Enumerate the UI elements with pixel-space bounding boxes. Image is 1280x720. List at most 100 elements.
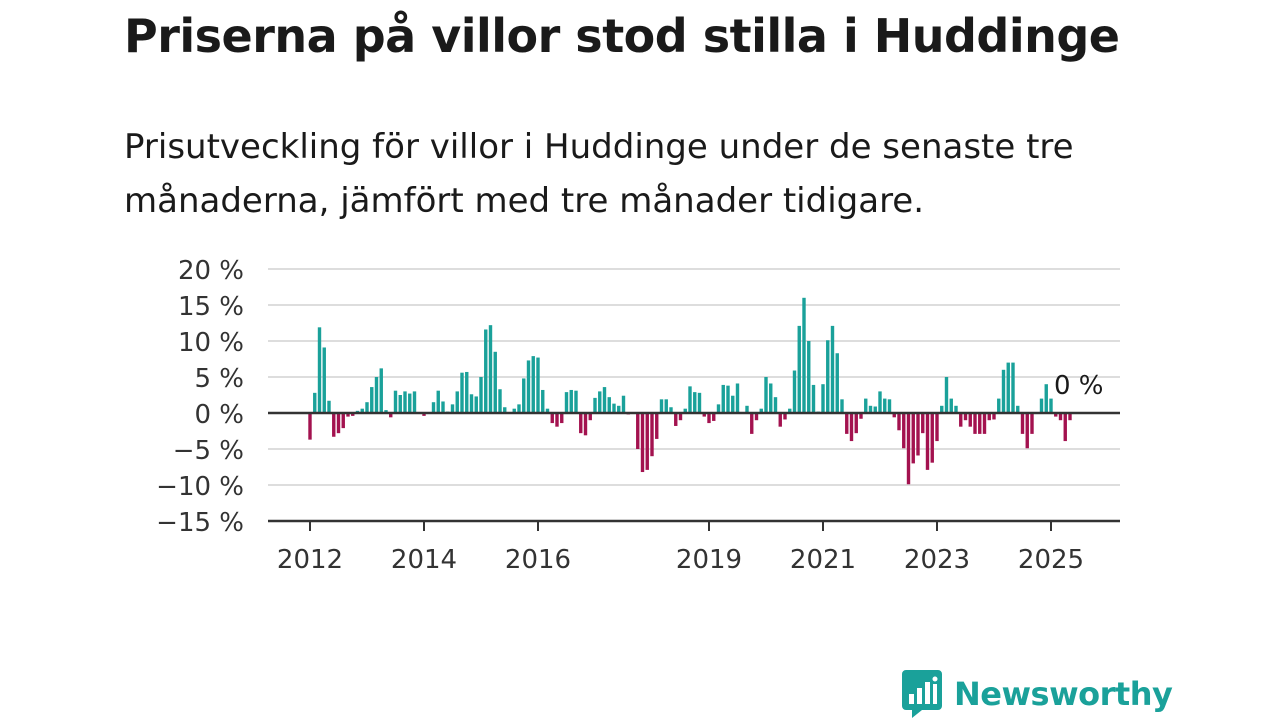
bar (973, 413, 977, 434)
bar (621, 395, 626, 413)
bar (868, 405, 873, 413)
x-tick-label: 2023 (904, 545, 970, 575)
bar (902, 413, 906, 449)
bar (1030, 413, 1034, 434)
bar (574, 390, 578, 413)
bar (655, 413, 659, 439)
bar (398, 395, 402, 413)
bar (536, 357, 540, 413)
bar (731, 395, 735, 413)
bar (674, 413, 678, 426)
bar (949, 398, 953, 413)
y-tick-label: −5 % (173, 436, 244, 466)
bar (916, 413, 920, 456)
bar (526, 360, 531, 413)
bar (1001, 369, 1006, 413)
bar (873, 406, 877, 413)
bar (569, 389, 573, 413)
bar (826, 340, 830, 413)
bar (892, 413, 896, 418)
bar (754, 413, 759, 421)
bar (403, 391, 407, 413)
bar (564, 392, 569, 413)
bar (474, 396, 478, 413)
bar (498, 389, 502, 413)
bar (493, 351, 497, 413)
bar (992, 413, 996, 420)
bar (336, 413, 341, 434)
bar (864, 398, 868, 413)
bar (541, 389, 545, 413)
bar (759, 408, 763, 413)
bar (778, 413, 782, 427)
bar (678, 413, 683, 421)
bar (783, 413, 787, 420)
bar (1044, 384, 1048, 413)
bar (436, 390, 440, 413)
bar (997, 398, 1001, 413)
bar (940, 405, 944, 413)
bar (721, 384, 725, 413)
bars (308, 297, 1072, 485)
bar (859, 413, 863, 419)
bar (897, 413, 901, 431)
bar (1049, 398, 1053, 413)
bar (512, 408, 516, 413)
data-labels: 0 % (1054, 371, 1104, 401)
bar (769, 383, 773, 413)
bar (522, 378, 526, 413)
y-tick-label: 15 % (178, 292, 244, 322)
bar (517, 404, 521, 413)
bar (978, 413, 982, 434)
y-tick-label: 5 % (194, 364, 244, 394)
bar (887, 399, 892, 413)
bar (726, 385, 730, 413)
bar (745, 405, 749, 413)
bar (954, 405, 958, 413)
bar (412, 391, 417, 413)
bar (488, 325, 493, 413)
bar (484, 329, 488, 413)
bar (341, 413, 345, 429)
bar (1058, 413, 1063, 421)
bar (963, 413, 968, 421)
bar (374, 377, 379, 413)
bar (545, 408, 550, 413)
bar (764, 377, 768, 413)
bar (878, 391, 882, 413)
bar (393, 390, 398, 413)
bar (645, 413, 649, 470)
bar (883, 398, 887, 413)
bar (650, 413, 654, 457)
newsworthy-logo-icon (902, 670, 942, 718)
bar (1068, 413, 1072, 421)
chart-subtitle: Prisutveckling för villor i Huddinge und… (124, 127, 1074, 221)
bar (503, 407, 507, 413)
bar (384, 410, 388, 413)
bar (588, 413, 592, 421)
x-tick-label: 2021 (790, 545, 856, 575)
bar (555, 413, 559, 427)
bar (607, 397, 611, 413)
bar (593, 397, 597, 413)
bar (707, 413, 711, 424)
bar (1020, 413, 1025, 434)
bar (792, 370, 797, 413)
bar (849, 413, 854, 442)
chart-title: Priserna på villor stod stilla i Hudding… (124, 9, 1120, 63)
bar (422, 413, 426, 416)
bar (640, 413, 645, 473)
newsworthy-logo-text: Newsworthy (954, 675, 1173, 713)
bar (830, 325, 835, 413)
x-tick-label: 2012 (277, 545, 343, 575)
bar (455, 391, 459, 413)
bar (465, 371, 469, 413)
bar (802, 297, 806, 413)
y-tick-label: 20 % (178, 256, 244, 286)
bar (1011, 362, 1015, 413)
bar (935, 413, 939, 442)
bar (959, 413, 963, 427)
y-tick-label: −10 % (156, 472, 244, 502)
bar (664, 399, 668, 413)
bar (930, 413, 934, 463)
